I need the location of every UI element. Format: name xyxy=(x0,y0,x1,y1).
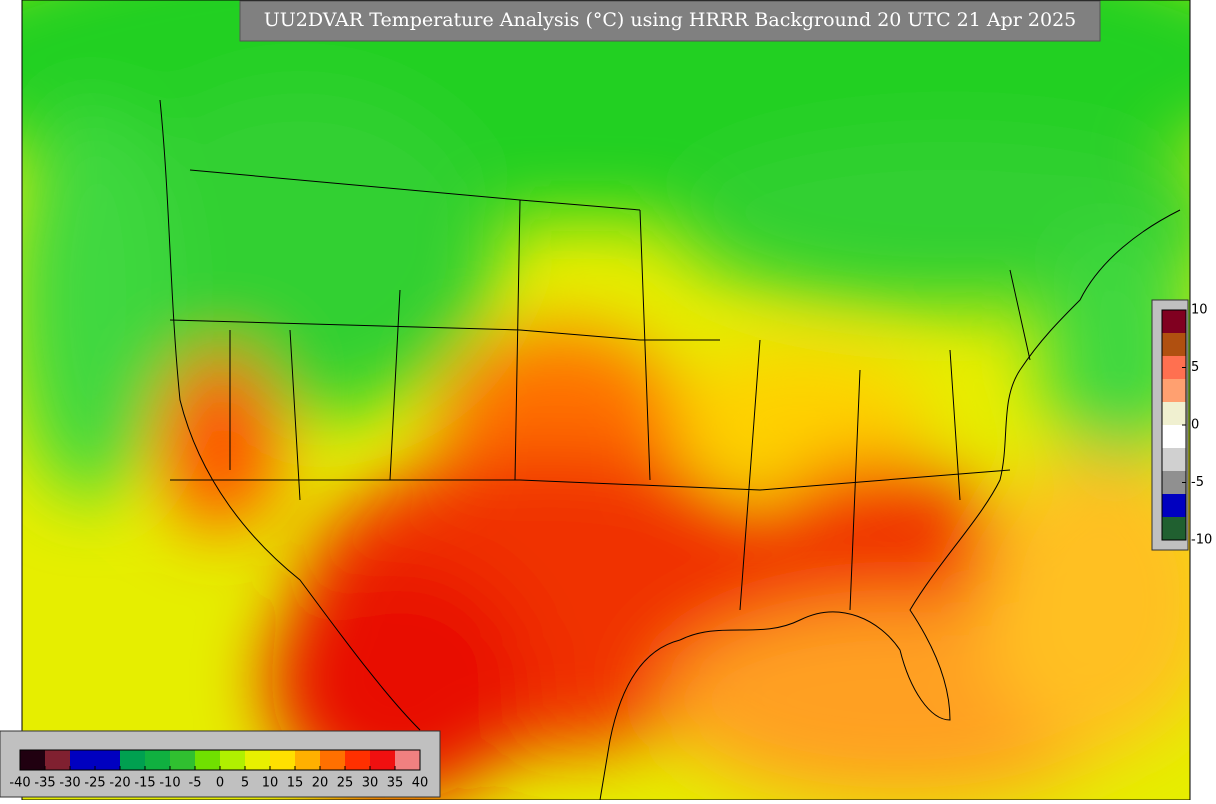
colorbar-tick-label: -40 xyxy=(9,776,30,791)
colorbar-segment xyxy=(20,750,46,770)
colorbar-tick-label: 20 xyxy=(312,776,329,791)
side-colorbar-segment xyxy=(1162,356,1186,380)
side-colorbar-tick-label: 10 xyxy=(1191,303,1208,318)
colorbar-segment xyxy=(245,750,271,770)
colorbar-tick-label: 0 xyxy=(216,776,224,791)
side-colorbar-segment xyxy=(1162,517,1186,541)
colorbar-tick-label: -25 xyxy=(84,776,105,791)
colorbar-tick-label: -10 xyxy=(159,776,180,791)
side-colorbar-segment xyxy=(1162,448,1186,472)
colorbar-tick-label: -5 xyxy=(189,776,202,791)
colorbar-tick-label: 15 xyxy=(287,776,304,791)
colorbar-tick-label: -35 xyxy=(34,776,55,791)
colorbar-segment xyxy=(145,750,171,770)
colorbar-segment xyxy=(395,750,421,770)
colorbar-tick-label: 25 xyxy=(337,776,354,791)
side-colorbar-tick-label: -5 xyxy=(1191,475,1204,490)
title-box xyxy=(239,0,1101,42)
colorbar-tick-label: 30 xyxy=(362,776,379,791)
side-colorbar-segment xyxy=(1162,310,1186,334)
colorbar-tick-label: -30 xyxy=(59,776,80,791)
colorbar-tick-label: 35 xyxy=(387,776,404,791)
colorbar-tick-label: -15 xyxy=(134,776,155,791)
colorbar-segment xyxy=(120,750,146,770)
side-colorbar-segment xyxy=(1162,333,1186,357)
colorbar-segment xyxy=(95,750,121,770)
colorbar-tick-label: 40 xyxy=(412,776,429,791)
side-colorbar-segment xyxy=(1162,379,1186,403)
colorbar-tick-label: 5 xyxy=(241,776,249,791)
side-colorbar-segment xyxy=(1162,471,1186,495)
map-title: UU2DVAR Temperature Analysis (°C) using … xyxy=(264,9,1077,31)
colorbar-segment xyxy=(70,750,96,770)
side-colorbar-segment xyxy=(1162,494,1186,518)
colorbar-tick-label: 10 xyxy=(262,776,279,791)
colorbar-segment xyxy=(345,750,371,770)
side-colorbar-segment xyxy=(1162,425,1186,449)
colorbar-tick-label: -20 xyxy=(109,776,130,791)
colorbar-segment xyxy=(170,750,196,770)
colorbar-segment xyxy=(220,750,246,770)
colorbar-segment xyxy=(45,750,71,770)
colorbar-segment xyxy=(270,750,296,770)
colorbar-segment xyxy=(370,750,396,770)
side-colorbar-tick-label: 5 xyxy=(1191,360,1199,375)
side-colorbar-tick-label: 0 xyxy=(1191,418,1199,433)
colorbar-segment xyxy=(195,750,221,770)
colorbar-segment xyxy=(295,750,321,770)
colorbar-segment xyxy=(320,750,346,770)
side-colorbar-segment xyxy=(1162,402,1186,426)
side-colorbar-tick-label: -10 xyxy=(1191,533,1212,548)
